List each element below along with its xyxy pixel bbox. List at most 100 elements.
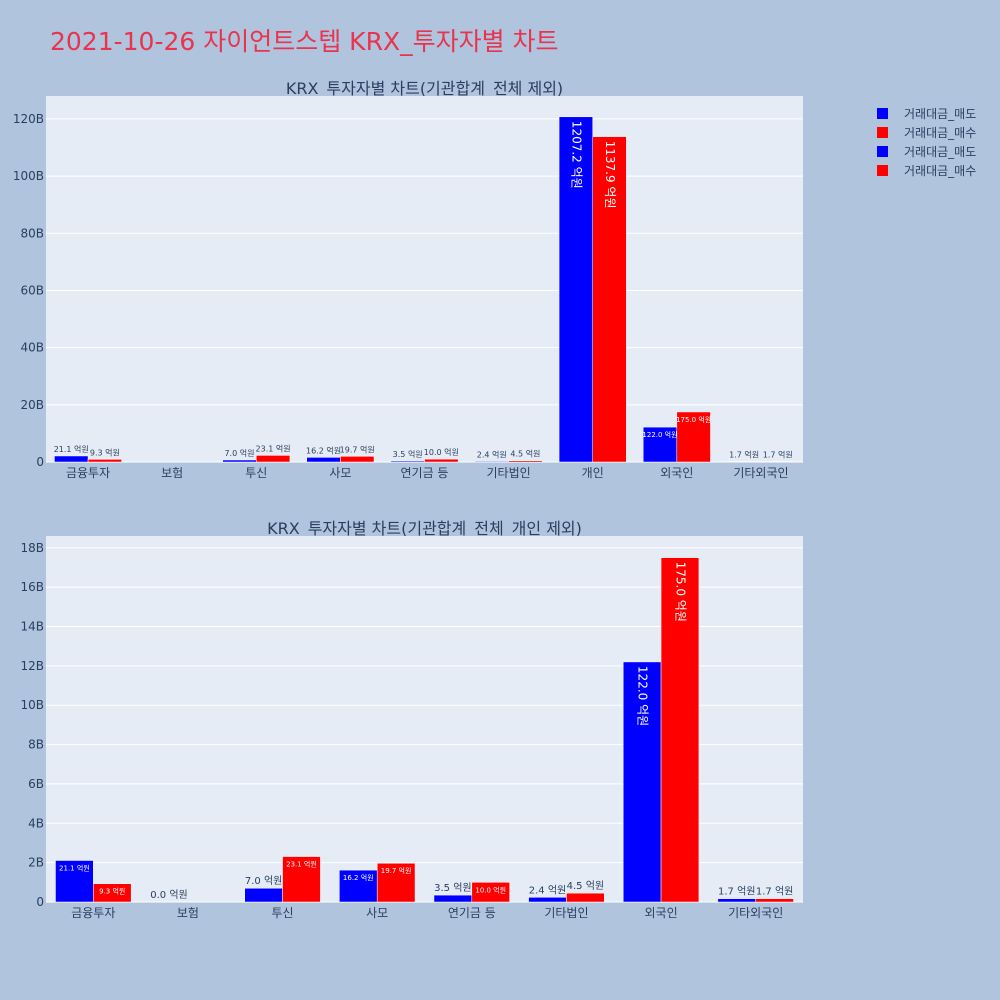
bar[interactable] [558, 116, 593, 463]
legend-item[interactable]: 거래대금_매도 [870, 142, 976, 161]
x-tick-label: 금융투자 [71, 906, 115, 920]
x-tick-label: 기타외국인 [728, 906, 783, 920]
bar[interactable] [339, 869, 378, 903]
bar-label: 9.3 억원 [99, 887, 125, 896]
y-tick-label: 6B [28, 777, 44, 791]
chart-title: KRX_투자자별 차트(기관합계_전체 제외) [286, 79, 563, 99]
bar-label: 7.0 억원 [224, 448, 254, 458]
bar[interactable] [566, 892, 605, 903]
legend-item[interactable]: 거래대금_매수 [870, 161, 976, 180]
bar[interactable] [282, 856, 321, 903]
y-tick-label: 4B [28, 816, 44, 830]
bar-label: 1207.2 억원 [569, 121, 583, 189]
bar[interactable] [471, 882, 510, 903]
legend-swatch [877, 108, 888, 119]
bar[interactable] [755, 898, 794, 903]
y-tick-label: 20B [20, 398, 44, 412]
bar[interactable] [376, 862, 416, 903]
bar[interactable] [622, 661, 662, 903]
y-tick-label: 120B [13, 112, 44, 126]
y-tick-label: 0 [36, 895, 44, 909]
y-tick-label: 100B [13, 169, 44, 183]
bar[interactable] [433, 894, 473, 903]
bar[interactable] [474, 461, 509, 463]
bar-label: 7.0 억원 [245, 875, 282, 887]
bar-label: 122.0 억원 [642, 430, 677, 439]
x-tick-label: 외국인 [645, 906, 678, 920]
x-tick-label: 금융투자 [66, 466, 110, 480]
x-tick-label: 개인 [582, 466, 604, 480]
bar[interactable] [660, 557, 700, 903]
y-tick-label: 80B [20, 226, 44, 240]
bar[interactable] [244, 887, 283, 903]
bar-label: 2.4 억원 [477, 449, 507, 459]
chart-top: KRX_투자자별 차트(기관합계_전체 제외) 0 20B 40B 60B 80B 100B… [13, 79, 803, 480]
bar-label: 3.5 억원 [434, 882, 471, 894]
bar[interactable] [55, 860, 94, 903]
y-tick-label: 12B [20, 659, 44, 673]
x-tick-label: 기타외국인 [733, 466, 788, 480]
y-tick-label: 14B [20, 620, 44, 634]
bar-label: 16.2 억원 [343, 873, 374, 882]
legend[interactable]: 거래대금_매도 거래대금_매수 거래대금_매도 거래대금_매수 [870, 104, 976, 180]
bar-label: 2.4 억원 [529, 884, 566, 896]
bar-label: 21.1 억원 [54, 444, 89, 454]
x-tick-label: 보험 [161, 466, 183, 480]
bar-label: 10.0 억원 [424, 447, 459, 457]
bar-label: 19.7 억원 [340, 444, 375, 454]
bar-label: 175.0 억원 [673, 562, 687, 622]
x-tick-label: 연기금 등 [448, 906, 496, 920]
bar[interactable] [528, 897, 567, 903]
y-tick-label: 16B [20, 580, 44, 594]
bar[interactable] [676, 411, 711, 463]
x-tick-label: 투신 [272, 906, 294, 920]
bar-label: 122.0 억원 [636, 666, 650, 726]
bar[interactable] [642, 426, 678, 463]
x-tick-label: 외국인 [660, 466, 693, 480]
bar[interactable] [592, 136, 627, 463]
bar-label: 23.1 억원 [256, 443, 291, 453]
bar-label: 4.5 억원 [510, 449, 540, 459]
bar-label: 1137.9 억원 [603, 141, 617, 209]
x-tick-label: 연기금 등 [401, 466, 449, 480]
legend-swatch [877, 146, 888, 157]
bar-label: 0.0 억원 [150, 889, 187, 901]
legend-item[interactable]: 거래대금_매수 [870, 123, 976, 142]
x-tick-label: 사모 [329, 466, 351, 480]
page-title: 2021-10-26 자이언트스텝 KRX_투자자별 차트 [50, 27, 559, 56]
legend-label: 거래대금_매도 [904, 107, 977, 121]
x-tick-label: 보험 [177, 906, 199, 920]
chart-bottom: KRX_투자자별 차트(기관합계_전체_개인 제외) 0 2B 4B 6B 8B 10B 12… [20, 519, 803, 920]
bar-label: 23.1 억원 [286, 860, 317, 869]
bar-label: 16.2 억원 [306, 445, 341, 455]
bar[interactable] [424, 458, 459, 463]
x-tick-label: 기타법인 [487, 466, 531, 480]
bar[interactable] [256, 455, 291, 463]
bar[interactable] [222, 459, 257, 463]
bar-label: 1.7 억원 [763, 450, 793, 460]
bar[interactable] [390, 460, 425, 463]
y-tick-label: 2B [28, 856, 44, 870]
bar[interactable] [87, 459, 122, 463]
bar-label: 1.7 억원 [718, 886, 755, 898]
y-tick-label: 10B [20, 698, 44, 712]
x-tick-label: 기타법인 [544, 906, 588, 920]
legend-swatch [877, 165, 888, 176]
bar-label: 21.1 억원 [59, 863, 90, 872]
bar-label: 10.0 억원 [475, 885, 506, 894]
chart-title: KRX_투자자별 차트(기관합계_전체_개인 제외) [267, 519, 582, 539]
bar[interactable] [54, 455, 89, 463]
legend-item[interactable]: 거래대금_매도 [870, 104, 976, 123]
legend-label: 거래대금_매수 [904, 126, 977, 140]
bar-label: 19.7 억원 [381, 866, 412, 875]
y-tick-label: 0 [36, 455, 44, 469]
bar[interactable] [717, 898, 756, 903]
bar[interactable] [306, 457, 341, 463]
bar-label: 9.3 억원 [90, 447, 120, 457]
y-tick-label: 40B [20, 341, 44, 355]
bar-label: 3.5 억원 [393, 449, 423, 459]
bar[interactable] [93, 883, 132, 903]
bar[interactable] [508, 460, 543, 463]
x-tick-label: 투신 [245, 466, 267, 480]
bar[interactable] [340, 456, 375, 463]
